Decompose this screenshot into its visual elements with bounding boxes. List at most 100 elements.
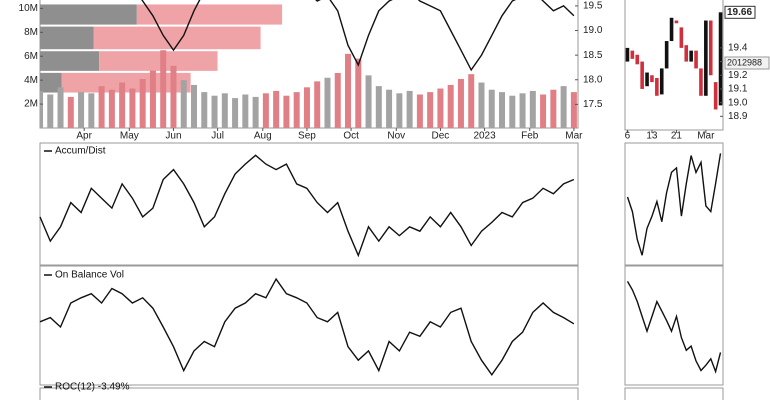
x-tick-label: Apr (76, 131, 92, 142)
volume-bar (57, 87, 64, 128)
candle (650, 75, 654, 83)
candle (640, 61, 644, 89)
x-tick-label: Mar (565, 131, 583, 142)
y-tick-label: 19.5 (583, 1, 603, 12)
volume-bar (427, 92, 434, 128)
x-tick-label: Oct (343, 131, 359, 142)
candle (659, 68, 664, 95)
mini-obv-panel-frame (624, 265, 724, 386)
x-tick-label: Feb (521, 131, 539, 142)
volume-bar (468, 74, 475, 128)
volume-bar (550, 89, 557, 128)
volume-bar (119, 82, 126, 128)
x-tick-label: Mar (697, 131, 715, 142)
panel-title: Accum/Dist (55, 146, 106, 157)
volume-bar (499, 92, 506, 128)
volume-bar (293, 92, 300, 128)
candle (625, 47, 630, 62)
volume-bar (540, 94, 547, 128)
price-line (141, 0, 575, 72)
x-tick-label: Dec (432, 131, 450, 142)
indicator-line (626, 281, 722, 374)
indicator-line (39, 154, 575, 258)
candles (625, 12, 723, 110)
candle (708, 20, 713, 76)
y-tick-label: 19.0 (583, 25, 603, 36)
y-tick-label: 18.9 (728, 111, 748, 122)
panel-title: ROC(12) -3.49% (55, 382, 130, 393)
volume-bar (529, 90, 536, 128)
last-volume-box (724, 56, 770, 70)
volume-bar (221, 93, 228, 128)
y-tick-label: 2M (24, 99, 38, 110)
panel-title: On Balance Vol (55, 270, 124, 281)
volume-bar (98, 86, 105, 128)
candle (630, 50, 635, 59)
candle (718, 12, 723, 106)
candle (699, 68, 703, 96)
candle (684, 45, 689, 62)
x-tick-label: 2023 (473, 131, 496, 142)
volume-bar (324, 77, 331, 128)
volume-by-price-up (40, 26, 94, 50)
volume-bar (447, 84, 454, 128)
candle (679, 27, 684, 48)
x-tick-label: Jul (211, 131, 224, 142)
x-tick-label: Aug (254, 131, 272, 142)
volume-bar (191, 84, 198, 128)
volume-bar (139, 78, 146, 128)
mini-accum-panel-frame (624, 142, 724, 266)
x-tick-label: Nov (387, 131, 405, 142)
volume-bar (375, 86, 382, 128)
last-volume-label: 2012988 (727, 57, 762, 67)
x-tick-label: 21 (671, 131, 683, 142)
volume-bar (242, 94, 249, 128)
volume-bar (416, 94, 423, 128)
price-plot (40, 0, 577, 128)
volume-bar (273, 90, 280, 128)
y-tick-label: 6M (24, 51, 38, 62)
x-tick-label: Sep (298, 131, 316, 142)
last-price-box (724, 5, 756, 19)
volume-bar (396, 93, 403, 128)
y-tick-label: 8M (24, 27, 38, 38)
candle (635, 54, 640, 65)
y-tick-label: 19.1 (728, 84, 748, 95)
volume-bar (334, 72, 341, 128)
volume-by-price-down (61, 72, 191, 93)
y-tick-label: 18.0 (583, 74, 603, 85)
indicator-line (626, 153, 722, 256)
accum-panel-frame (39, 142, 579, 266)
volume-bar (386, 89, 393, 128)
candle (694, 50, 698, 69)
volume-bar (406, 90, 413, 128)
mini-price-panel-frame (624, 0, 724, 131)
volume-bar (88, 93, 95, 128)
volume-bar (488, 89, 495, 128)
volume-bar (365, 75, 372, 128)
volume-by-price-up (40, 72, 62, 93)
volume-by-price-up (40, 51, 100, 71)
candle (664, 41, 669, 69)
volume-bar (570, 92, 577, 128)
candle (645, 72, 649, 87)
volume-bar (149, 70, 156, 128)
y-tick-label: 17.5 (583, 99, 603, 110)
y-tick-label: 4M (24, 75, 38, 86)
volume-bar (232, 98, 239, 128)
volume-by-price-up (40, 4, 137, 25)
volume-bar (457, 78, 464, 128)
x-tick-label: 6 (625, 131, 631, 142)
volume-bar (345, 53, 352, 128)
indicator-line (39, 277, 575, 377)
volume-bar (170, 65, 177, 128)
volume-bar (519, 93, 526, 128)
volume-bar (560, 86, 567, 128)
volume-bar (180, 80, 187, 128)
volume-bar (47, 94, 54, 128)
volume-bar (262, 93, 269, 128)
candle (689, 50, 693, 62)
x-tick-label: May (120, 131, 139, 142)
volume-bar (129, 88, 136, 128)
